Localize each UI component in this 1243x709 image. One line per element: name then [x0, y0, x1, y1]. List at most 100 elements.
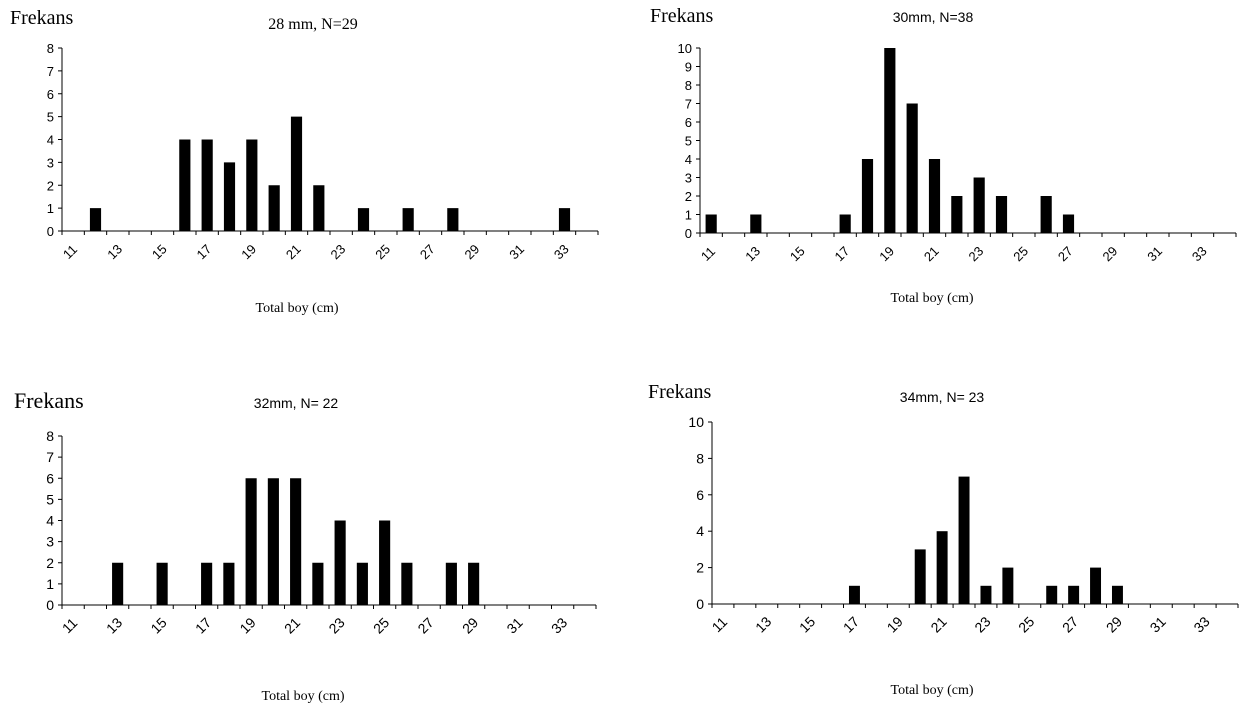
y-axis-label: Frekans — [650, 5, 714, 27]
y-tick-label: 0 — [685, 226, 692, 241]
axes — [58, 435, 597, 609]
y-tick-label: 5 — [47, 110, 54, 125]
bar-24 — [1002, 567, 1014, 604]
y-tick-label: 7 — [46, 449, 54, 465]
x-tick-label: 29 — [1100, 243, 1121, 264]
x-tick-label: 31 — [1147, 613, 1169, 635]
bar-27 — [1062, 214, 1075, 233]
x-tick-labels: 11 13 15 17 19 21 23 25 27 29 31 33 — [60, 241, 572, 262]
x-tick-label: 31 — [506, 241, 527, 262]
y-axis-label: Frekans — [14, 388, 84, 413]
x-tick-label: 19 — [884, 613, 906, 635]
bar-17 — [201, 562, 213, 605]
y-tick-label: 5 — [685, 134, 692, 149]
y-tick-label: 4 — [685, 152, 692, 167]
y-axis-label: Frekans — [10, 7, 74, 29]
x-tick-label: 13 — [742, 243, 763, 264]
bar-27 — [1068, 585, 1080, 604]
x-tick-label: 21 — [921, 243, 942, 264]
bar-16 — [179, 139, 191, 231]
bars — [705, 48, 1075, 233]
x-tick-label: 33 — [1189, 243, 1210, 264]
chart-title: 32mm, N= 22 — [254, 395, 339, 411]
bar-23 — [980, 585, 992, 604]
bar-29 — [1111, 585, 1123, 604]
x-tick-label: 25 — [1015, 613, 1037, 635]
x-tick-label: 11 — [60, 242, 80, 262]
bar-20 — [268, 185, 280, 231]
bar-23 — [334, 520, 346, 605]
bar-19 — [246, 139, 258, 231]
x-tick-label: 11 — [698, 244, 718, 264]
x-tick-label: 25 — [370, 614, 392, 636]
axes — [58, 47, 599, 235]
bar-29 — [468, 562, 480, 605]
chart-panel-28mm: Frekans 28 mm, N=29 Total boy (cm) 01234… — [10, 7, 599, 316]
y-tick-label: 5 — [46, 491, 54, 507]
chart-panel-30mm: Frekans 30mm, N=38 Total boy (cm) 012345… — [650, 5, 1237, 306]
x-tick-label: 19 — [238, 241, 259, 262]
y-tick-label: 4 — [696, 523, 704, 539]
bar-13 — [750, 214, 762, 233]
y-tick-label: 10 — [678, 41, 692, 56]
x-tick-label: 15 — [149, 241, 170, 262]
bar-18 — [223, 562, 235, 605]
y-tick-label: 1 — [685, 208, 692, 223]
y-tick-label: 8 — [47, 41, 54, 56]
bar-22 — [312, 562, 324, 605]
y-tick-label: 7 — [685, 97, 692, 112]
chart-title: 34mm, N= 23 — [900, 389, 985, 405]
x-axis-label: Total boy (cm) — [891, 291, 974, 306]
x-tick-label: 29 — [1103, 613, 1125, 635]
x-tick-label: 29 — [459, 614, 481, 636]
x-tick-label: 21 — [927, 613, 949, 635]
bar-18 — [223, 162, 236, 231]
y-tick-label: 2 — [696, 560, 704, 576]
bar-23 — [973, 177, 985, 233]
bar-26 — [402, 208, 414, 231]
bar-21 — [290, 116, 303, 231]
bar-19 — [245, 478, 257, 605]
axes — [696, 47, 1237, 237]
x-tick-label: 23 — [966, 243, 987, 264]
bar-28 — [445, 562, 457, 605]
x-tick-label: 19 — [236, 614, 258, 636]
bar-21 — [928, 159, 941, 233]
x-tick-label: 15 — [787, 243, 808, 264]
bar-17 — [848, 585, 860, 604]
x-tick-label: 19 — [876, 243, 897, 264]
bar-26 — [1040, 196, 1052, 233]
x-tick-label: 33 — [548, 614, 570, 636]
chart-panel-32mm: Frekans 32mm, N= 22 Total boy (cm) 01234… — [14, 388, 597, 704]
y-tick-label: 6 — [685, 115, 692, 130]
y-tick-labels: 0 1 2 3 4 5 6 7 8 9 10 — [678, 41, 692, 241]
y-tick-label: 6 — [696, 487, 704, 503]
y-tick-label: 1 — [47, 201, 54, 216]
x-tick-label: 25 — [372, 241, 393, 262]
y-tick-labels: 0 1 2 3 4 5 6 7 8 — [46, 428, 54, 613]
x-tick-label: 33 — [551, 241, 572, 262]
x-tick-label: 31 — [503, 614, 525, 636]
chart-panel-34mm: Frekans 34mm, N= 23 Total boy (cm) 0 2 4 6 8… — [648, 381, 1239, 698]
x-tick-labels: 11 13 15 17 19 21 23 25 27 29 31 33 — [59, 614, 571, 636]
bar-21 — [936, 531, 948, 604]
x-tick-label: 11 — [59, 615, 81, 637]
y-axis-label: Frekans — [648, 381, 712, 403]
bar-11 — [705, 214, 717, 233]
x-tick-labels: 11 13 15 17 19 21 23 25 27 29 31 33 — [709, 613, 1213, 635]
y-tick-label: 3 — [685, 171, 692, 186]
bar-22 — [951, 196, 963, 233]
chart-title: 28 mm, N=29 — [268, 16, 357, 33]
x-tick-label: 13 — [752, 613, 774, 635]
bar-25 — [379, 520, 391, 605]
x-tick-label: 11 — [709, 614, 731, 636]
bar-22 — [313, 185, 325, 231]
bars — [89, 116, 571, 231]
bar-28 — [1090, 567, 1102, 604]
bar-24 — [356, 562, 368, 605]
y-tick-label: 2 — [685, 189, 692, 204]
y-tick-label: 0 — [47, 224, 54, 239]
y-tick-label: 9 — [685, 60, 692, 75]
y-tick-label: 8 — [685, 78, 692, 93]
x-tick-label: 17 — [194, 241, 215, 262]
